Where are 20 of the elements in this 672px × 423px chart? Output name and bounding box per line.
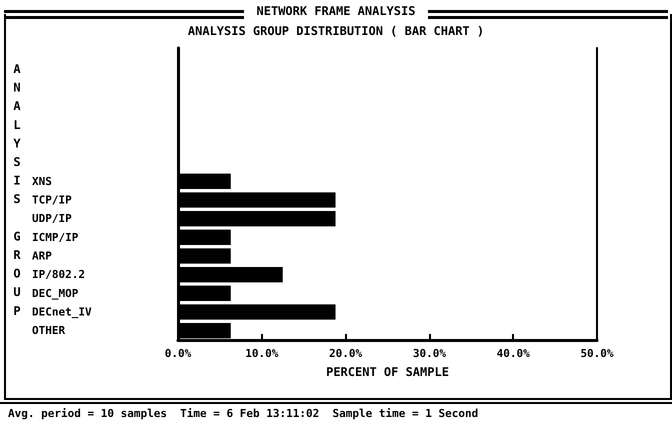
chart-subtitle: ANALYSIS GROUP DISTRIBUTION ( BAR CHART ) — [188, 24, 484, 38]
y-tick-label: DECnet_IV — [32, 306, 92, 318]
x-tick-label: 10.0% — [245, 347, 279, 360]
y-tick-label: XNS — [32, 174, 52, 188]
y-tick-label: ICMP/IP — [32, 230, 79, 244]
x-axis-title: PERCENT OF SAMPLE — [326, 365, 449, 379]
y-tick-label: ARP — [32, 250, 52, 262]
y-axis-title: ANALYSIS GROUP — [10, 62, 24, 322]
y-tick-label: OTHER — [32, 324, 66, 338]
y-tick-label: IP/802.2 — [32, 268, 85, 282]
x-tick-label: 20.0% — [329, 347, 363, 360]
x-tick-label: 30.0% — [412, 347, 446, 360]
x-tick-label: 50.0% — [580, 347, 614, 360]
y-tick-label: TCP/IP — [32, 194, 72, 206]
text: Avg. period = 10 samples Time = 6 Feb 13:11:02 Sample time = 1 Second — [0, 402, 672, 423]
x-tick-label: 0.0% — [164, 347, 192, 360]
y-tick-label: DEC_MOP — [32, 286, 79, 300]
chart-title: NETWORK FRAME ANALYSIS — [250, 4, 422, 18]
y-tick-label: UDP/IP — [32, 212, 72, 226]
x-tick-label: 40.0% — [496, 347, 530, 360]
